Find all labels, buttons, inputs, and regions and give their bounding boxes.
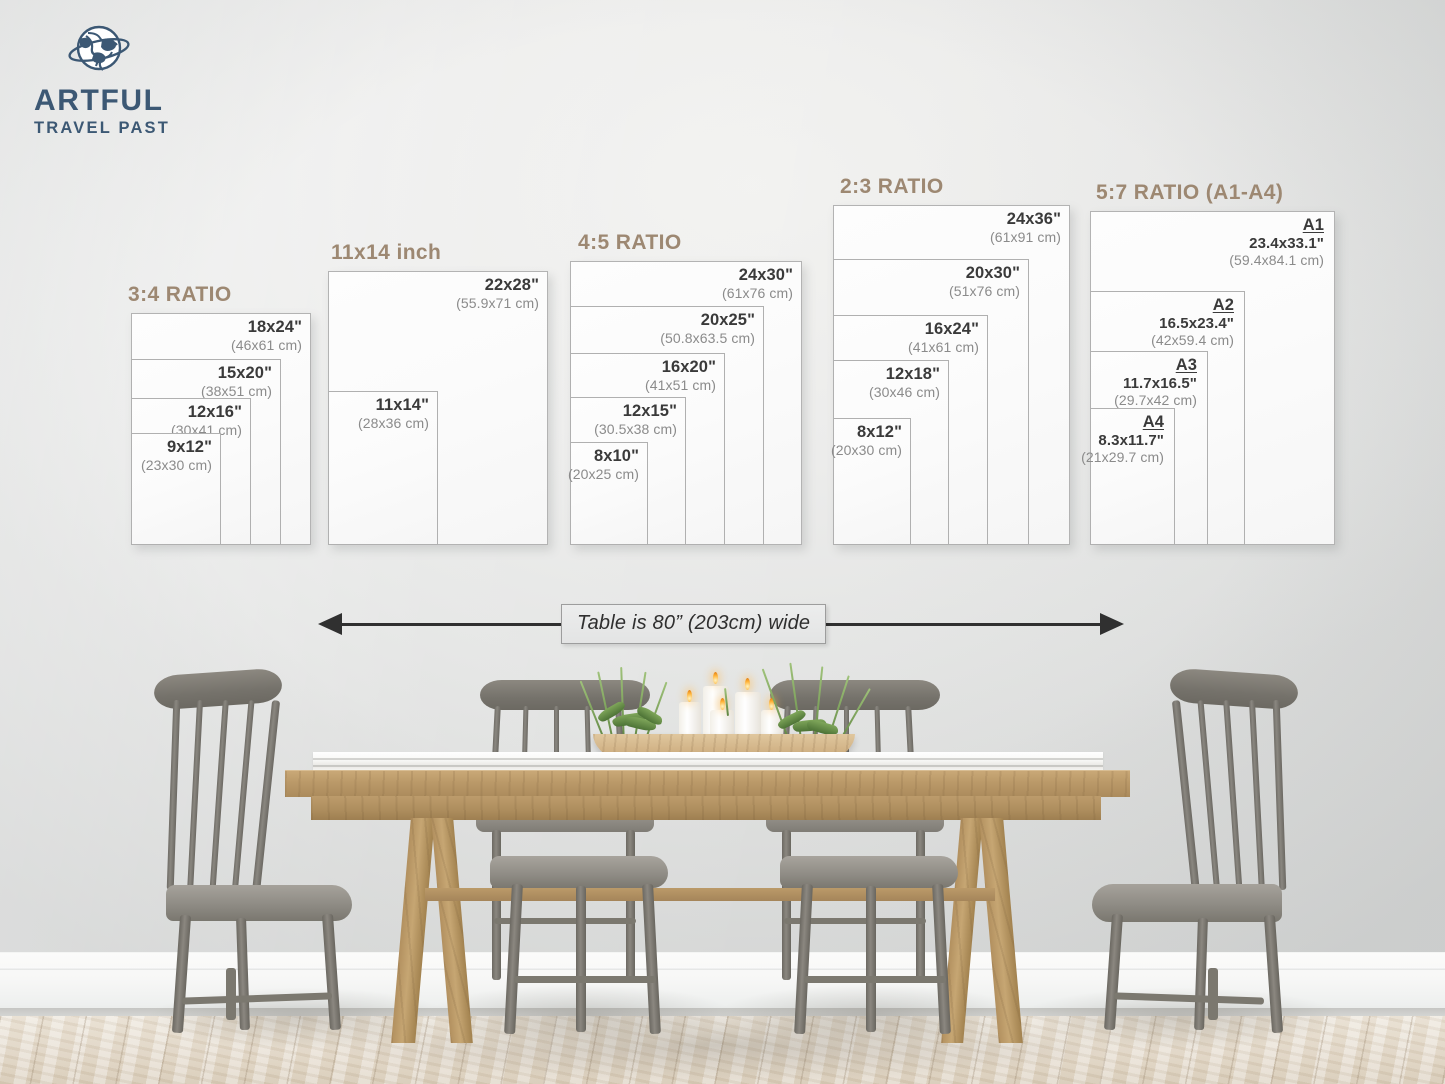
- frames-ratio-3-4: 18x24" (46x61 cm) 15x20" (38x51 cm) 12x1…: [131, 313, 311, 545]
- frame-size-inches: 20x30": [965, 264, 1020, 282]
- group-title-ratio-4-5: 4:5 RATIO: [578, 231, 682, 254]
- frame-size-inches: 12x15": [622, 402, 677, 420]
- candle-flame-icon: [769, 698, 774, 710]
- chair-front-center-left: [470, 836, 670, 1036]
- frame-code-a2: A2: [1212, 296, 1234, 314]
- frame-size-cm: (41x61 cm): [907, 338, 979, 355]
- frame-code-a4: A4: [1142, 413, 1164, 431]
- table-apron: [311, 796, 1101, 820]
- dining-table: [275, 748, 1135, 1048]
- frame-a4[interactable]: A4 8.3x11.7" (21x29.7 cm): [1081, 408, 1175, 545]
- measure-label-box: Table is 80” (203cm) wide: [561, 604, 827, 644]
- frame-size-cm: (51x76 cm): [948, 282, 1020, 299]
- frame-size-cm: (20x30 cm): [830, 441, 902, 458]
- frame-9x12[interactable]: 9x12" (23x30 cm): [131, 433, 221, 545]
- frame-8x12[interactable]: 8x12" (20x30 cm): [830, 418, 911, 545]
- table-top: [285, 770, 1130, 797]
- chair-front-left: [148, 667, 378, 1034]
- frame-size-cm: (42x59.4 cm): [1151, 332, 1234, 349]
- frames-ratio-4-5: 24x30" (61x76 cm) 20x25" (50.8x63.5 cm) …: [567, 261, 802, 545]
- frame-size-inches: 16x20": [661, 358, 716, 376]
- table-leg: [391, 818, 435, 1043]
- frame-code-a3: A3: [1175, 356, 1197, 374]
- globe-orbit-icon: [66, 22, 132, 82]
- candle-flame-icon: [745, 678, 750, 690]
- frame-size-inches: 12x16": [187, 403, 242, 421]
- frame-size-cm: (21x29.7 cm): [1081, 449, 1164, 466]
- frame-size-inches: 11x14": [375, 396, 429, 414]
- frames-ratio-5-7: A1 23.4x33.1" (59.4x84.1 cm) A2 16.5x23.…: [1081, 211, 1335, 545]
- frame-size-cm: (55.9x71 cm): [456, 294, 539, 311]
- frame-size-cm: (38x51 cm): [200, 382, 272, 399]
- frame-size-cm: (30.5x38 cm): [594, 420, 677, 437]
- frame-size-cm: (61x76 cm): [721, 284, 793, 301]
- frame-size-inches: 8x10": [593, 447, 639, 465]
- frame-size-cm: (41x51 cm): [644, 376, 716, 393]
- frame-size-inches: 11.7x16.5": [1122, 374, 1197, 392]
- chair-front-right: [1030, 667, 1300, 1034]
- arrow-right-icon: [1100, 613, 1124, 635]
- frame-size-inches: 9x12": [166, 438, 212, 456]
- chair-front-center-right: [760, 836, 960, 1036]
- furniture-scene: [0, 640, 1445, 1084]
- table-leg: [979, 818, 1023, 1043]
- table-leg: [431, 818, 473, 1043]
- frame-8x10[interactable]: 8x10" (20x25 cm): [567, 442, 648, 545]
- brand-logo: ARTFUL TRAVEL PAST: [34, 22, 234, 137]
- frame-size-cm: (46x61 cm): [230, 336, 302, 353]
- group-title-inch-11-14: 11x14 inch: [331, 241, 442, 264]
- measure-label: Table is 80” (203cm) wide: [577, 612, 811, 634]
- frame-size-cm: (28x36 cm): [357, 414, 429, 431]
- frame-size-inches: 23.4x33.1": [1249, 234, 1324, 252]
- frame-size-inches: 22x28": [484, 276, 539, 294]
- frame-size-inches: 24x36": [1006, 210, 1061, 228]
- candle: [679, 702, 701, 744]
- candle-flame-icon: [713, 672, 718, 684]
- frame-11x14[interactable]: 11x14" (28x36 cm): [328, 391, 438, 545]
- group-title-ratio-3-4: 3:4 RATIO: [128, 283, 232, 306]
- group-title-ratio-5-7: 5:7 RATIO (A1-A4): [1096, 181, 1284, 204]
- frame-size-inches: 15x20": [217, 364, 272, 382]
- brand-name-line1: ARTFUL: [34, 84, 164, 117]
- frame-size-inches: 8x12": [856, 423, 902, 441]
- table-width-measure: Table is 80” (203cm) wide: [318, 604, 1124, 644]
- group-title-ratio-2-3: 2:3 RATIO: [840, 175, 944, 198]
- arrow-left-icon: [318, 613, 342, 635]
- candle-flame-icon: [687, 690, 692, 702]
- frame-size-cm: (20x25 cm): [567, 465, 639, 482]
- frame-size-inches: 8.3x11.7": [1098, 431, 1164, 449]
- frame-size-inches: 16.5x23.4": [1159, 314, 1234, 332]
- frame-size-inches: 20x25": [700, 311, 755, 329]
- frames-inch-11-14: 22x28" (55.9x71 cm) 11x14" (28x36 cm): [328, 271, 548, 545]
- brand-name-line2: TRAVEL PAST: [34, 119, 171, 137]
- frame-size-cm: (61x91 cm): [989, 228, 1061, 245]
- frame-size-inches: 16x24": [924, 320, 979, 338]
- frames-ratio-2-3: 24x36" (61x91 cm) 20x30" (51x76 cm) 16x2…: [830, 205, 1070, 545]
- frame-size-inches: 24x30": [738, 266, 793, 284]
- table-runner: [313, 752, 1103, 774]
- frame-size-cm: (59.4x84.1 cm): [1229, 252, 1324, 269]
- frame-size-cm: (23x30 cm): [140, 456, 212, 473]
- frame-code-a1: A1: [1302, 216, 1324, 234]
- frame-size-cm: (50.8x63.5 cm): [660, 329, 755, 346]
- frame-size-inches: 12x18": [885, 365, 940, 383]
- frame-size-cm: (29.7x42 cm): [1114, 392, 1197, 409]
- frame-size-inches: 18x24": [247, 318, 302, 336]
- frame-size-cm: (30x46 cm): [868, 383, 940, 400]
- table-stretcher: [425, 888, 995, 901]
- candle-flame-icon: [720, 698, 725, 710]
